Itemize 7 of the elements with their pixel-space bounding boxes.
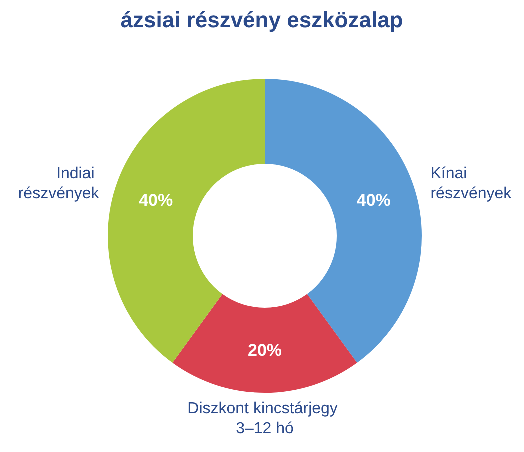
- data-label: 40%: [139, 191, 174, 210]
- data-label: 20%: [248, 341, 282, 360]
- slice-label: Diszkont kincstárjegy 3–12 hó: [188, 400, 342, 438]
- slice-label: Kínai részvények: [430, 165, 513, 202]
- slice-label: Indiai részvények: [18, 165, 100, 202]
- chart-title: ázsiai részvény eszközalap: [120, 8, 404, 32]
- data-label: 40%: [356, 191, 391, 210]
